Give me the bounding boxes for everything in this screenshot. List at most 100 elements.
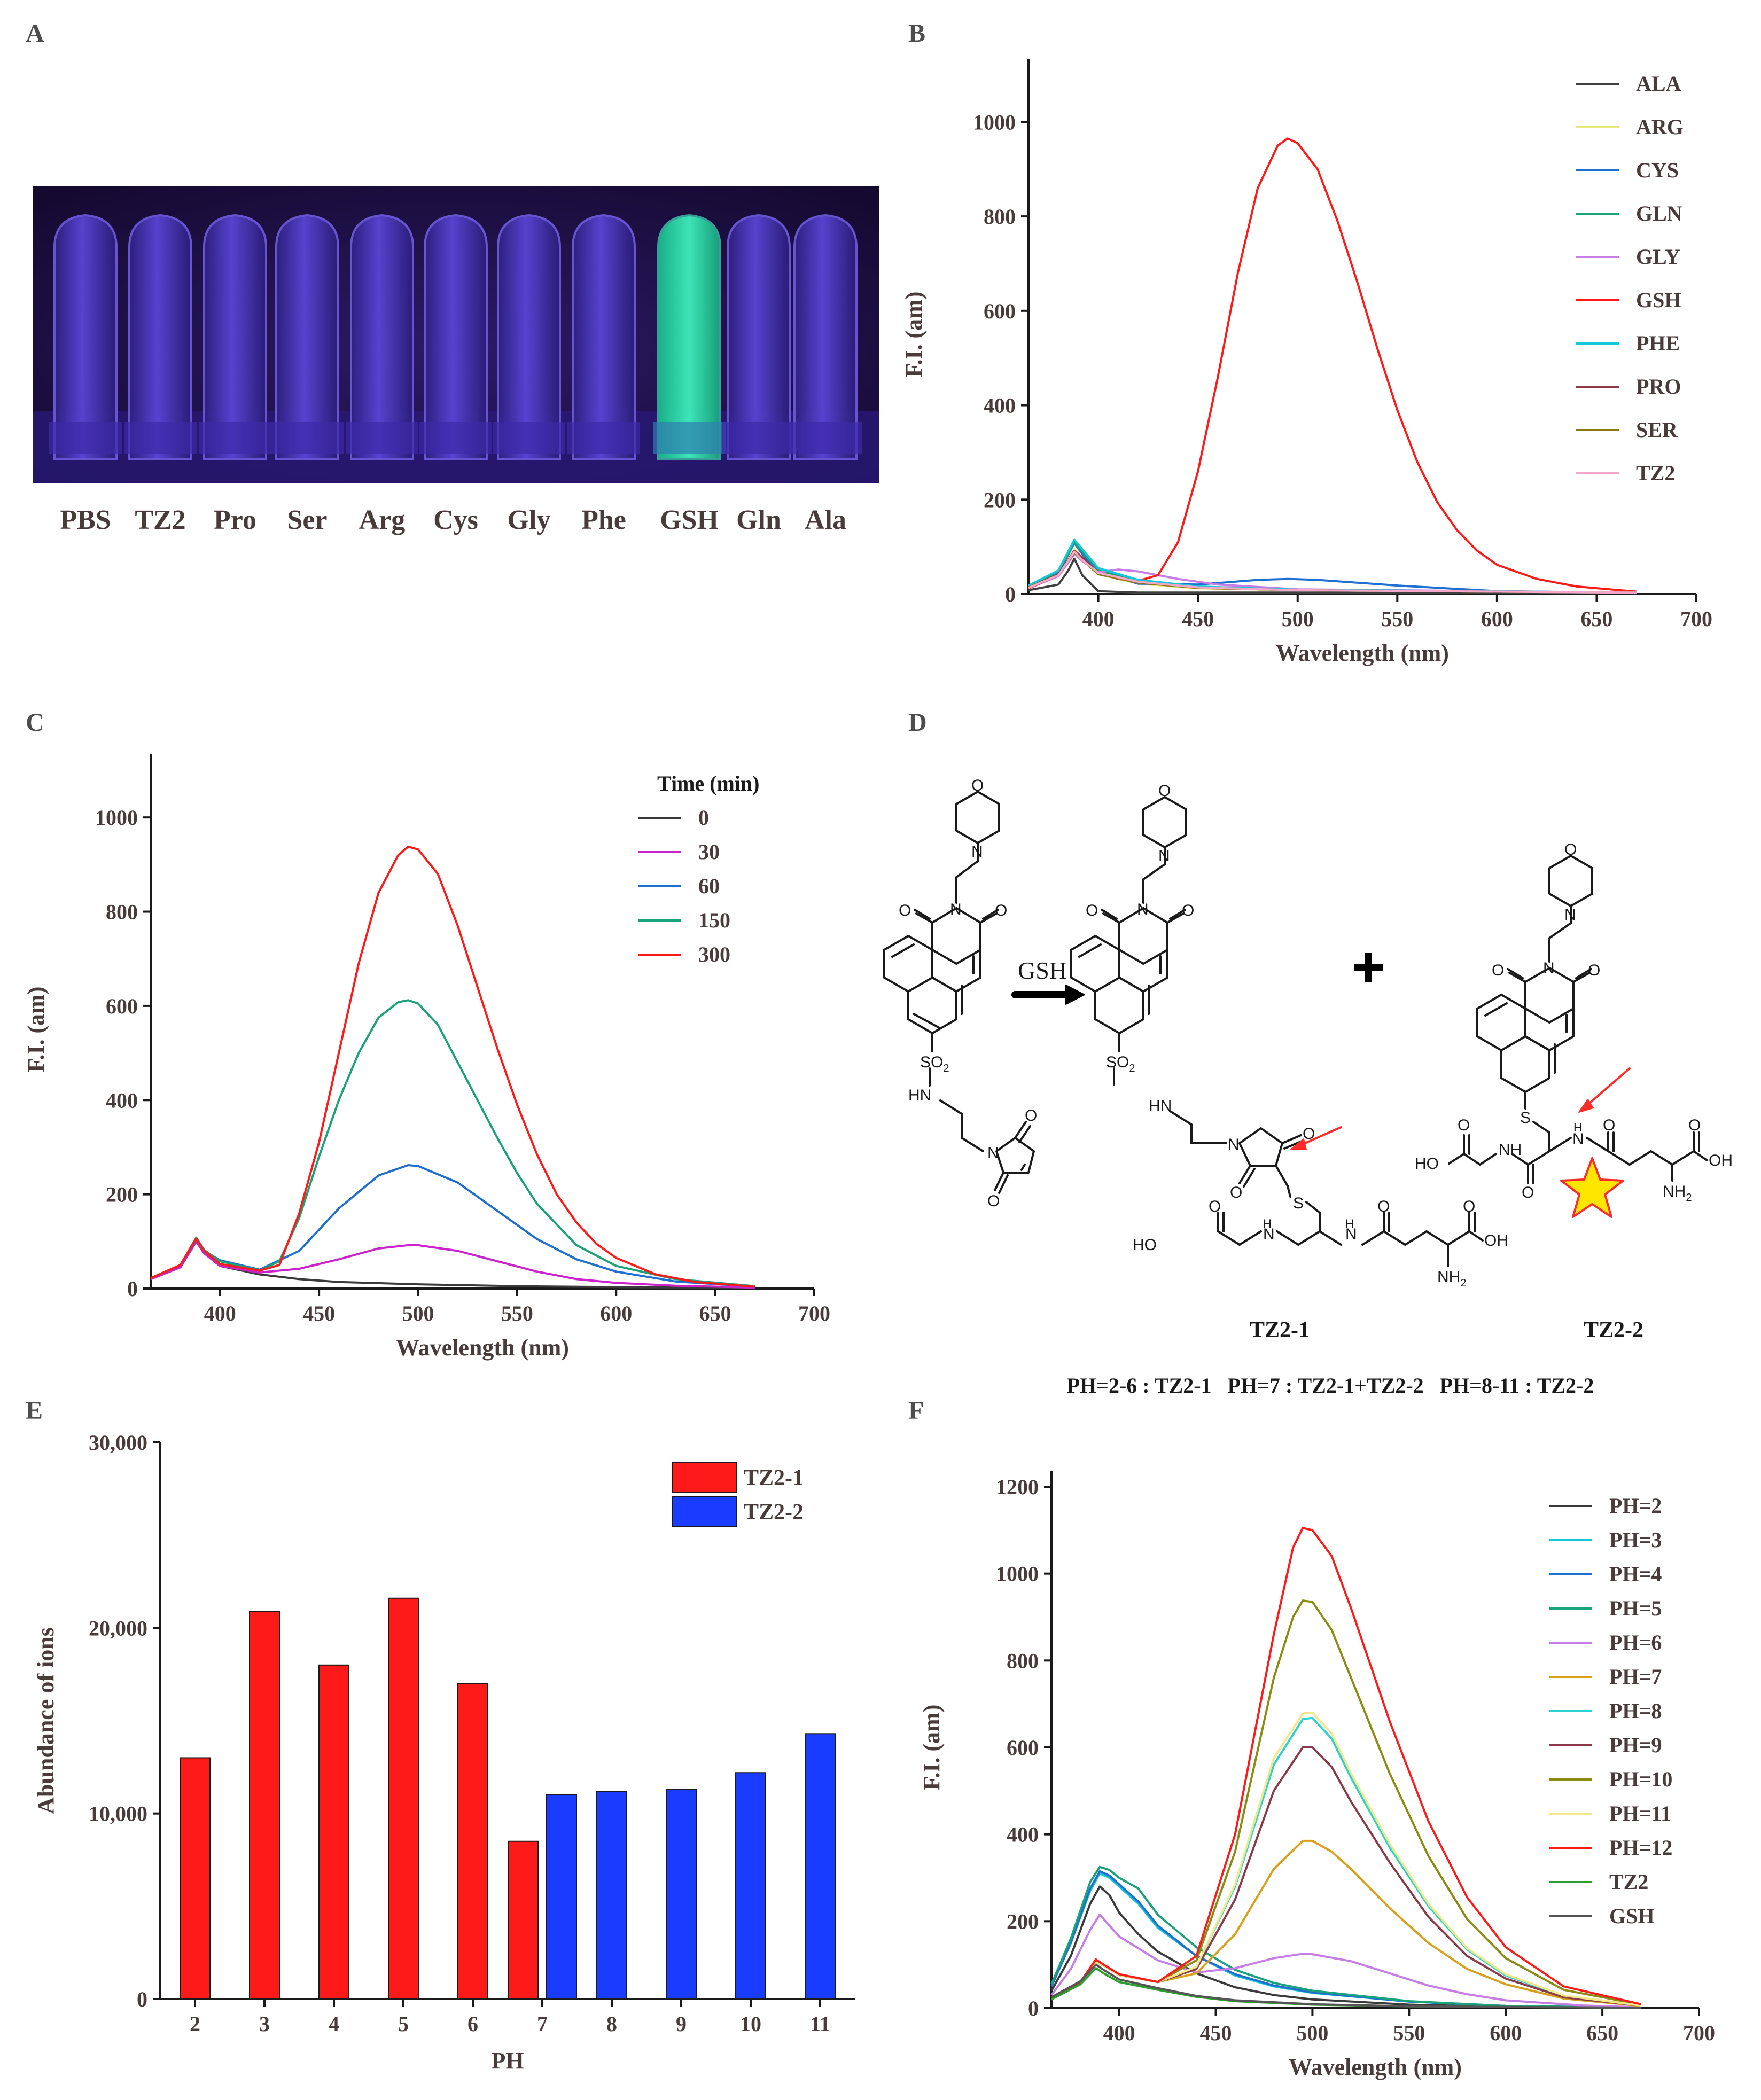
- bar-tz2-1-ph5: [388, 1597, 419, 2000]
- x-tick-label: 550: [1393, 2021, 1425, 2045]
- atom-n-morpholine-2: N: [1158, 847, 1170, 865]
- panel-letter-f: F: [908, 1396, 924, 1425]
- tube-gly: [497, 214, 561, 460]
- series-line-ph=2: [1050, 1885, 1641, 2009]
- plus-sign: [1354, 953, 1383, 982]
- y-tick-label: 1000: [95, 806, 138, 830]
- legend-swatch-tz2-2: [672, 1496, 737, 1527]
- atom-n-succinimide: N: [1228, 1136, 1240, 1153]
- x-tick-label: 2: [190, 2012, 200, 2036]
- x-tick-label: 6: [467, 2012, 478, 2036]
- tube-base-gln: [722, 422, 795, 454]
- legend-label-0: 0: [698, 806, 709, 830]
- legend-label-60: 60: [698, 874, 720, 898]
- atom-s-tz2-2: S: [1520, 1109, 1531, 1127]
- tube-base-ser: [271, 422, 344, 454]
- tube-label-pro: Pro: [214, 505, 256, 535]
- tube-pbs: [53, 214, 118, 460]
- x-tick-label: 550: [1381, 607, 1413, 631]
- panel-a-tube-photo: PBS TZ2 Pro Ser Arg Cys Gly Phe GSH Gln Ala: [33, 186, 879, 535]
- atom-o-imide-2a: O: [1086, 902, 1098, 919]
- atom-h-tz2-1a: H: [1263, 1217, 1272, 1230]
- star-marker: [1560, 1157, 1624, 1218]
- atom-o-succinimide-a: O: [1303, 1125, 1315, 1143]
- chart-b-amino-acid-selectivity: 400 450 500 550 600 650 700 0 200 400 600 800 1000 Wa…: [901, 59, 1712, 666]
- legend-label-phe: PHE: [1636, 331, 1680, 355]
- legend-label-ph=2: PH=2: [1609, 1494, 1662, 1518]
- y-tick-label: 10,000: [89, 1802, 147, 1826]
- legend-label-ph=8: PH=8: [1609, 1699, 1662, 1723]
- tube-base-arg: [346, 422, 418, 454]
- legend-label-ph=12: PH=12: [1609, 1836, 1672, 1860]
- tube-cys: [424, 214, 488, 460]
- bar-tz2-2-ph10: [735, 1772, 766, 2000]
- x-tick-label: 500: [402, 1301, 434, 1325]
- y-axis-label: Abundance of ions: [33, 1627, 59, 1814]
- bar-tz2-1-ph2: [180, 1757, 211, 2000]
- y-tick-label: 1200: [996, 1475, 1039, 1499]
- legend-label-tz2-2: TZ2-2: [744, 1500, 804, 1525]
- atom-o-tz2-2c: O: [1522, 1184, 1534, 1201]
- legend-label-ala: ALA: [1636, 72, 1681, 96]
- tube-base-tz2: [124, 422, 197, 454]
- atom-n-morpholine-3: N: [1564, 906, 1576, 924]
- reaction-arrow: [1011, 985, 1085, 1005]
- tube-ser: [275, 214, 339, 460]
- series-line-gsh: [1051, 1963, 1641, 2009]
- legend-label-ph=10: PH=10: [1609, 1767, 1672, 1791]
- x-tick-label: 500: [1282, 607, 1314, 631]
- tube-base-phe: [567, 422, 640, 454]
- reagent-label: GSH: [1018, 957, 1067, 984]
- legend-label-tz2-1: TZ2-1: [744, 1466, 804, 1490]
- atom-o-morpholine-3: O: [1564, 841, 1577, 858]
- product-tz2-2-structure: [1448, 855, 1708, 1184]
- y-tick-label: 0: [1028, 1996, 1039, 2020]
- tube-phe: [572, 214, 636, 460]
- x-tick-label: 500: [1296, 2021, 1328, 2045]
- x-axis-label: PH: [491, 2048, 524, 2074]
- atom-o-imide-1b: O: [995, 902, 1007, 919]
- reactant-tz2-structure: [883, 791, 1035, 1194]
- y-tick-label: 800: [1007, 1649, 1039, 1673]
- y-tick-label: 0: [137, 1987, 147, 2011]
- x-tick-label: 11: [810, 2012, 830, 2036]
- bar-tz2-2-ph9: [666, 1789, 697, 2000]
- atom-so2-1: SO2: [920, 1053, 949, 1074]
- x-tick-label: 9: [676, 2012, 687, 2036]
- bar-tz2-1-ph7: [508, 1840, 539, 2000]
- x-tick-label: 450: [303, 1301, 335, 1325]
- legend-label-ph=4: PH=4: [1609, 1562, 1662, 1586]
- y-tick-label: 0: [1005, 582, 1016, 606]
- x-tick-label: 5: [398, 2012, 409, 2036]
- atom-ho-tz2-1: HO: [1133, 1236, 1157, 1254]
- product-tz2-1-structure: [1070, 796, 1484, 1267]
- atom-o-maleimide-b: O: [987, 1192, 1000, 1210]
- tube-label-gln: Gln: [736, 505, 781, 535]
- y-tick-label: 400: [984, 394, 1016, 418]
- legend-label-ph=5: PH=5: [1609, 1596, 1662, 1620]
- tube-label-cys: Cys: [433, 505, 478, 535]
- x-tick-label: 650: [699, 1301, 731, 1325]
- panel-letter-d: D: [908, 708, 927, 737]
- legend-label-300: 300: [698, 942, 730, 966]
- legend-label-30: 30: [698, 840, 720, 864]
- atom-nh-tz2-2: NH: [1499, 1141, 1522, 1159]
- bar-tz2-1-ph3: [249, 1611, 280, 2000]
- legend-swatch-tz2-1: [672, 1462, 737, 1493]
- tube-pro: [203, 214, 267, 460]
- legend-label-ser: SER: [1636, 418, 1678, 442]
- tube-tz2: [128, 214, 192, 460]
- atom-ho-tz2-2: HO: [1415, 1155, 1439, 1173]
- x-tick-label: 7: [537, 2012, 548, 2036]
- y-tick-label: 200: [984, 488, 1016, 512]
- tube-gln: [727, 214, 791, 460]
- tube-base-ala: [789, 422, 862, 454]
- tube-label-phe: Phe: [581, 505, 626, 535]
- atom-hn-1: HN: [908, 1087, 931, 1104]
- atom-o-tz2-1c: O: [1463, 1198, 1475, 1215]
- atom-o-tz2-2b: O: [1688, 1117, 1701, 1134]
- y-tick-label: 30,000: [89, 1431, 147, 1455]
- series-line-ph=5: [1050, 1865, 1641, 2009]
- x-tick-label: 3: [259, 2012, 270, 2036]
- y-tick-label: 200: [1007, 1909, 1039, 1933]
